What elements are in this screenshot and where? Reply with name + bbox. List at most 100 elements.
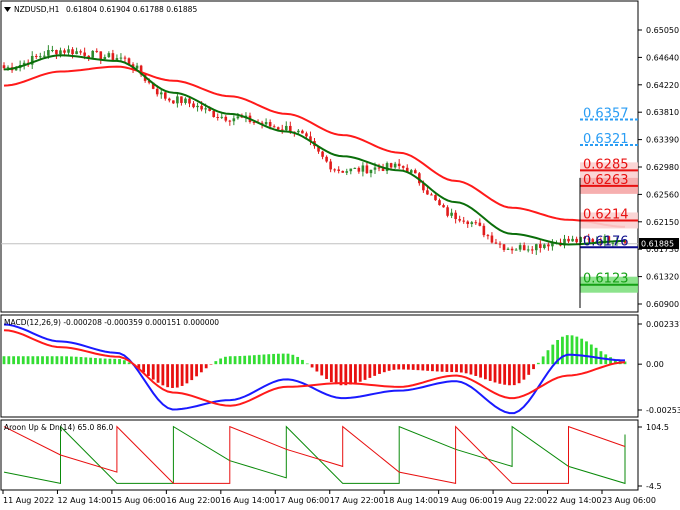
macd-histogram-bar [609,357,612,365]
macd-histogram-bar [262,354,266,365]
candle-body [345,171,349,173]
candle-body [67,49,70,53]
level-label: 0.6263 [583,173,629,188]
candle-body [51,49,54,51]
time-tick-label: 19 Aug 06:00 [439,496,493,505]
candle-body [373,167,377,170]
candle-body [63,50,66,53]
candle-body [446,207,449,216]
macd-histogram-bar [512,364,516,386]
macd-histogram-bar [228,356,232,365]
candle-body [575,238,578,243]
macd-line [3,323,626,415]
candle-body [2,65,6,69]
macd-histogram-bar [363,364,367,380]
candle-body [252,121,256,123]
price-panel[interactable] [0,0,639,313]
candle-body [38,56,42,58]
candle-body [353,167,357,169]
candle-body [95,50,99,52]
macd-histogram-bar [483,364,487,380]
candle-body [83,52,86,56]
candle-body [172,100,175,104]
macd-histogram-bar [224,356,227,365]
candle-body [434,195,437,201]
candle-body [506,248,510,250]
candle-body [103,57,107,60]
macd-histogram-bar [320,364,324,376]
candle-body [438,200,441,206]
time-tick-label: 16 Aug 22:00 [166,496,220,505]
candle-body [357,167,361,172]
candle-body [474,222,478,224]
candle-body [216,116,220,118]
time-tick-label: 11 Aug 2022 [3,496,54,505]
candle-body [579,237,582,243]
candle-body [422,183,425,191]
candle-body [365,165,369,174]
macd-histogram-bar [55,356,59,365]
triangle-down-icon[interactable] [4,7,11,12]
candle-body [442,205,445,208]
macd-histogram-bar [199,364,203,373]
macd-histogram-bar [416,364,420,371]
price-tick-label: 0.63390 [646,136,679,145]
macd-tick-label: 0.00 [646,360,664,369]
candle-body [414,170,417,174]
level-label: 0.6123 [583,272,629,287]
macd-histogram-bar [103,358,107,365]
candle-body [498,243,502,245]
candle-body [567,238,570,242]
macd-histogram-bar [122,360,126,365]
macd-histogram-bar [455,364,458,373]
candle-body [163,92,167,99]
candle-body [389,163,393,168]
candle-body [159,92,163,95]
macd-label: MACD(12,26,9) -0.000208 -0.000359 0.0001… [4,318,219,327]
candle-body [615,241,619,243]
candle-body [305,133,308,137]
candle-body [87,55,90,58]
price-tick-label: 0.62150 [646,218,679,227]
macd-tick-label: -0.00253 [646,406,680,415]
symbol-title: NZDUSD,H1 [14,5,60,14]
macd-histogram-bar [17,356,20,365]
macd-histogram-bar [498,364,502,384]
candle-body [111,53,115,60]
candle-body [123,57,127,59]
candle-body [337,169,340,171]
candle-body [30,55,34,65]
candle-body [280,129,284,131]
candle-body [393,163,397,168]
candle-body [482,225,486,236]
level-label: 0.6214 [583,207,629,222]
macd-histogram-bar [233,356,237,365]
candle-body [268,122,272,127]
candle-body [284,125,288,131]
macd-histogram-bar [190,364,194,381]
candle-body [349,168,353,172]
price-tick-label: 0.62980 [646,163,679,172]
time-tick-label: 18 Aug 14:00 [384,496,438,505]
aroon-panel[interactable] [0,419,639,491]
candle-body [494,242,498,244]
price-tick-label: 0.64220 [646,81,679,90]
macd-histogram-bar [195,364,198,377]
aroon-label: Aroon Up & Dn(14) 65.0 86.0 [4,423,114,432]
macd-histogram-bar [493,364,497,383]
time-tick-label: 17 Aug 06:00 [275,496,329,505]
macd-histogram-bar [156,364,160,383]
candle-body [369,169,373,174]
macd-panel[interactable] [0,314,639,418]
macd-histogram-bar [209,364,213,365]
price-tick-label: 0.61730 [646,245,679,254]
macd-layer [2,323,627,415]
macd-histogram-bar [387,364,391,371]
macd-histogram-bar [541,356,545,365]
candle-body [583,237,586,239]
candle-body [603,236,607,244]
candle-body [289,125,292,132]
macd-histogram-bar [272,353,275,365]
level-label: 0.6176 [583,234,629,249]
